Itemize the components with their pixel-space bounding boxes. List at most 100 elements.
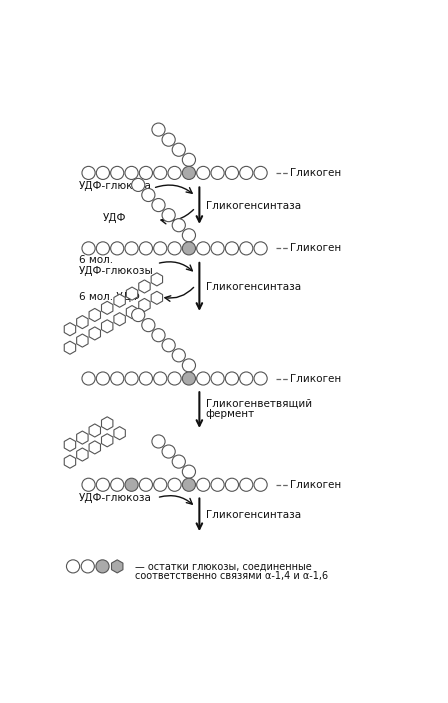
Polygon shape <box>112 560 123 573</box>
Circle shape <box>225 167 238 179</box>
Text: Гликогенветвящий: Гликогенветвящий <box>206 398 312 408</box>
Text: 6 мол. УДФ: 6 мол. УДФ <box>79 292 140 302</box>
Circle shape <box>182 153 195 167</box>
Circle shape <box>240 167 253 179</box>
Circle shape <box>254 242 267 255</box>
Circle shape <box>254 478 267 491</box>
Text: Гликогенсинтаза: Гликогенсинтаза <box>206 282 301 292</box>
Circle shape <box>154 478 167 491</box>
Circle shape <box>240 242 253 255</box>
Polygon shape <box>77 316 88 328</box>
Circle shape <box>139 242 152 255</box>
Polygon shape <box>77 431 88 444</box>
Circle shape <box>211 167 224 179</box>
Circle shape <box>96 478 109 491</box>
Circle shape <box>132 309 145 321</box>
Circle shape <box>182 478 195 491</box>
Text: фермент: фермент <box>206 409 255 419</box>
Polygon shape <box>151 291 163 304</box>
Polygon shape <box>102 417 113 430</box>
Circle shape <box>182 228 195 242</box>
Polygon shape <box>89 309 100 321</box>
Circle shape <box>240 478 253 491</box>
Text: УДФ-глюкоза: УДФ-глюкоза <box>79 181 152 191</box>
Circle shape <box>96 372 109 385</box>
Text: УДФ: УДФ <box>103 213 126 224</box>
Text: УДФ-глюкоза: УДФ-глюкоза <box>79 493 152 503</box>
Circle shape <box>132 179 145 191</box>
Circle shape <box>81 560 95 573</box>
Polygon shape <box>126 287 138 300</box>
Circle shape <box>111 242 124 255</box>
Polygon shape <box>139 280 150 293</box>
Circle shape <box>139 478 152 491</box>
Circle shape <box>162 339 175 352</box>
Text: УДФ-глюкозы: УДФ-глюкозы <box>79 266 154 276</box>
Polygon shape <box>102 320 113 333</box>
Polygon shape <box>126 306 138 318</box>
Text: Гликогенсинтаза: Гликогенсинтаза <box>206 200 301 211</box>
Circle shape <box>96 242 109 255</box>
Circle shape <box>139 372 152 385</box>
Circle shape <box>172 455 185 468</box>
Polygon shape <box>89 424 100 437</box>
Polygon shape <box>139 298 150 311</box>
Circle shape <box>197 372 210 385</box>
Circle shape <box>240 372 253 385</box>
Polygon shape <box>102 434 113 447</box>
Circle shape <box>211 478 224 491</box>
Polygon shape <box>64 323 76 336</box>
Polygon shape <box>114 313 125 325</box>
Polygon shape <box>64 341 76 354</box>
Circle shape <box>125 242 138 255</box>
Circle shape <box>197 167 210 179</box>
Circle shape <box>168 242 181 255</box>
Circle shape <box>172 143 185 156</box>
Polygon shape <box>77 448 88 461</box>
Circle shape <box>182 167 195 179</box>
Circle shape <box>172 219 185 232</box>
Circle shape <box>111 372 124 385</box>
Circle shape <box>182 465 195 478</box>
Polygon shape <box>114 294 125 307</box>
Circle shape <box>225 242 238 255</box>
Circle shape <box>66 560 80 573</box>
Text: Гликоген: Гликоген <box>290 243 342 253</box>
Text: — остатки глюкозы, соединенные: — остатки глюкозы, соединенные <box>135 562 312 572</box>
Circle shape <box>254 372 267 385</box>
Circle shape <box>142 188 155 202</box>
Circle shape <box>125 167 138 179</box>
Polygon shape <box>64 455 76 468</box>
Circle shape <box>82 242 95 255</box>
Text: Гликогенсинтаза: Гликогенсинтаза <box>206 510 301 520</box>
Circle shape <box>254 167 267 179</box>
Polygon shape <box>151 273 163 286</box>
Circle shape <box>182 372 195 385</box>
Circle shape <box>142 318 155 332</box>
Circle shape <box>152 435 165 448</box>
Circle shape <box>225 372 238 385</box>
Circle shape <box>111 167 124 179</box>
Text: соответственно связями α-1,4 и α-1,6: соответственно связями α-1,4 и α-1,6 <box>135 571 328 581</box>
Circle shape <box>162 445 175 458</box>
Circle shape <box>168 478 181 491</box>
Circle shape <box>152 123 165 136</box>
Circle shape <box>182 242 195 255</box>
Text: Гликоген: Гликоген <box>290 168 342 178</box>
Polygon shape <box>64 438 76 451</box>
Circle shape <box>82 167 95 179</box>
Circle shape <box>111 478 124 491</box>
Circle shape <box>152 328 165 342</box>
Text: Гликоген: Гликоген <box>290 373 342 384</box>
Circle shape <box>211 372 224 385</box>
Text: 6 мол.: 6 мол. <box>79 255 113 265</box>
Circle shape <box>168 167 181 179</box>
Circle shape <box>182 359 195 372</box>
Circle shape <box>154 242 167 255</box>
Circle shape <box>154 372 167 385</box>
Circle shape <box>82 372 95 385</box>
Circle shape <box>96 560 109 573</box>
Circle shape <box>168 372 181 385</box>
Circle shape <box>172 349 185 362</box>
Circle shape <box>211 242 224 255</box>
